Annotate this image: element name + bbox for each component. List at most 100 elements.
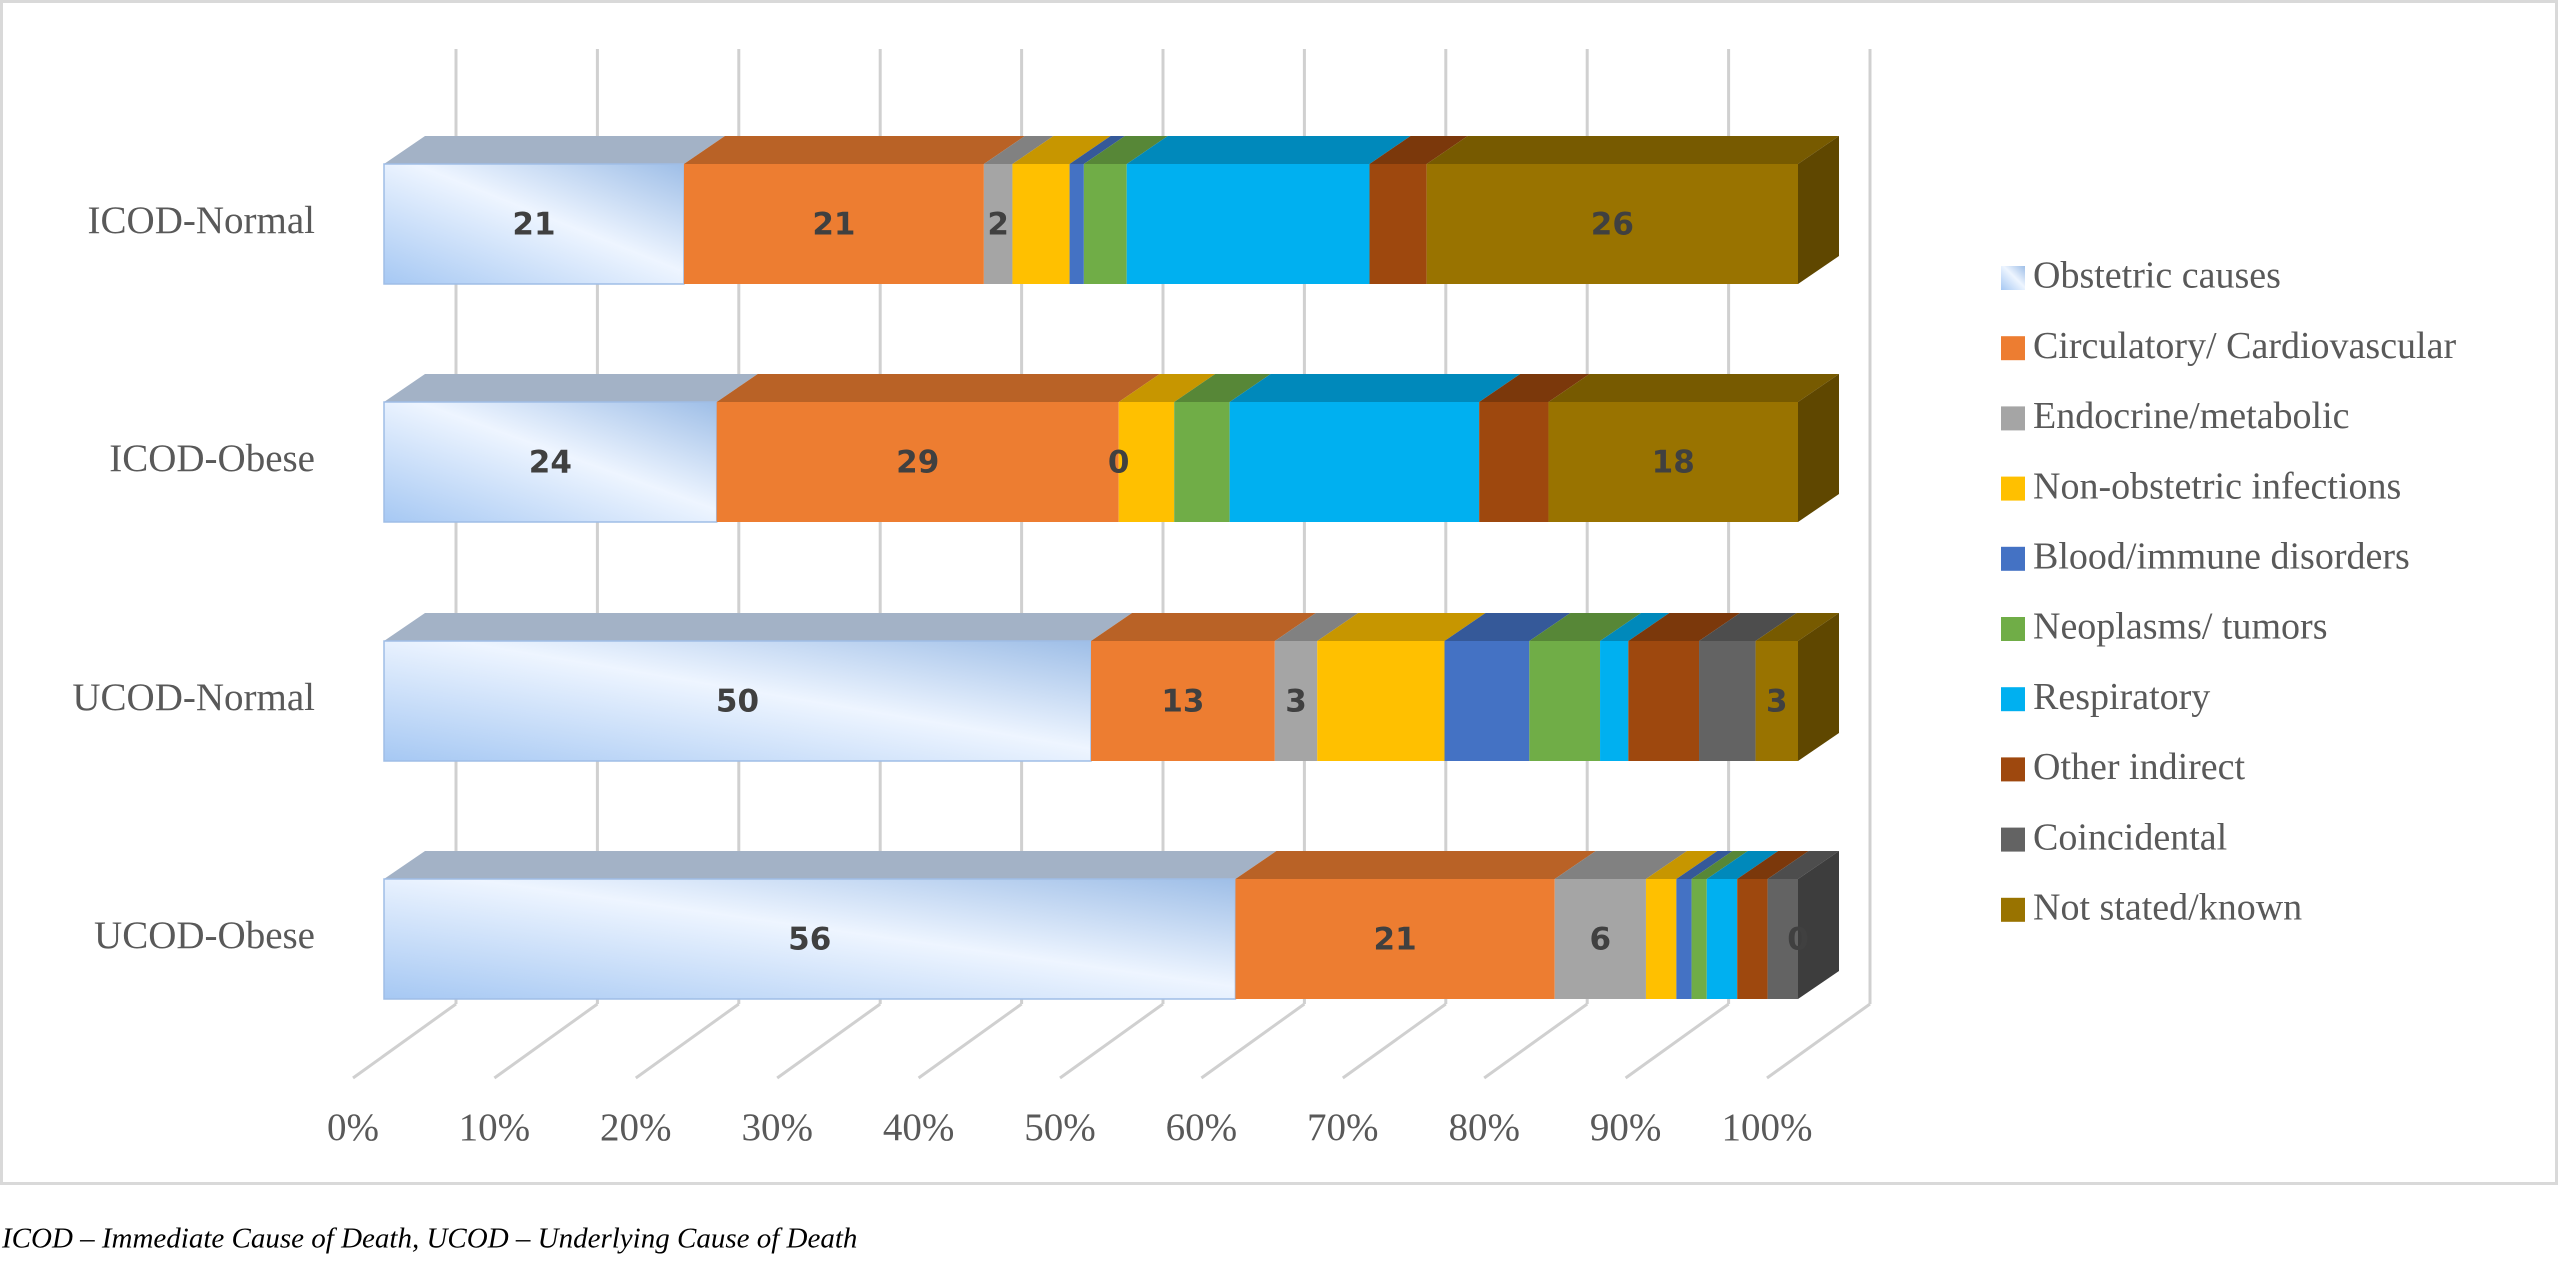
bar-top — [384, 136, 725, 164]
bar-segment — [716, 402, 1119, 522]
x-tick-label: 10% — [459, 1106, 531, 1149]
value-label: 13 — [1161, 684, 1204, 720]
bar-segment — [383, 878, 1237, 1000]
bar-segment — [1699, 641, 1756, 761]
x-tick-label: 80% — [1448, 1106, 1520, 1149]
bar-top — [1235, 851, 1596, 879]
value-label: 3 — [1285, 684, 1307, 720]
legend-label: Obstetric causes — [2033, 255, 2281, 297]
bar-segment — [1628, 641, 1700, 761]
bar-top — [1479, 374, 1590, 402]
footnote: ICOD – Immediate Cause of Death, UCOD – … — [1, 1223, 857, 1255]
value-label: 21 — [812, 207, 855, 243]
x-tick-label: 90% — [1590, 1106, 1662, 1149]
bar-top — [683, 136, 1025, 164]
bar-side — [1798, 374, 1839, 522]
value-label: 2 — [987, 207, 1009, 243]
legend-label: Not stated/known — [2033, 887, 2302, 929]
floor-line — [634, 1002, 740, 1080]
bar-top — [1554, 851, 1687, 879]
bar-segment — [683, 164, 984, 284]
x-tick-label: 60% — [1166, 1106, 1238, 1149]
bar-top — [1691, 851, 1748, 879]
bar-segment — [1229, 402, 1480, 522]
y-tick-label: UCOD-Normal — [72, 676, 315, 719]
legend-swatch — [2001, 336, 2025, 361]
value-label: 29 — [896, 445, 939, 481]
value-label: 50 — [716, 684, 759, 720]
bar-segment — [1174, 402, 1230, 522]
bar-segment — [1069, 164, 1084, 284]
bar-segment — [383, 163, 685, 285]
bar-segment — [1274, 641, 1318, 761]
bar-side — [1798, 136, 1839, 284]
value-label: 0 — [1787, 922, 1809, 958]
floor-line — [1766, 1002, 1871, 1080]
y-tick-label: UCOD-Obese — [94, 914, 315, 957]
legend-label: Blood/immune disorders — [2033, 536, 2410, 578]
bar-segment — [1444, 641, 1530, 761]
bar-top — [983, 136, 1054, 164]
legend-swatch — [2001, 617, 2025, 641]
bar-segment — [1426, 164, 1798, 284]
legend-label: Respiratory — [2033, 676, 2210, 718]
bar-top — [1645, 851, 1718, 879]
bar-segment — [1083, 164, 1127, 284]
value-label: 6 — [1590, 922, 1612, 958]
bar-side — [1798, 851, 1839, 999]
floor-line — [1341, 1002, 1447, 1080]
value-label: 21 — [1374, 922, 1417, 958]
bar-top — [1369, 136, 1468, 164]
bar-segment — [1091, 641, 1275, 761]
bar-segment — [1767, 879, 1798, 999]
legend-swatch — [2001, 266, 2025, 290]
floor-line — [1483, 1002, 1589, 1080]
bar-top — [384, 613, 1132, 641]
bar-segment — [1012, 164, 1070, 284]
legend-swatch — [2001, 897, 2025, 922]
bar-segment — [1737, 879, 1768, 999]
bar-segment — [1706, 879, 1738, 999]
bar-top — [1317, 613, 1486, 641]
bar-segment — [1126, 164, 1370, 284]
value-label: 24 — [529, 445, 572, 481]
bar-segment — [983, 164, 1013, 284]
x-tick-label: 70% — [1307, 1106, 1379, 1149]
bar-top — [1083, 136, 1168, 164]
bar-top — [1229, 374, 1521, 402]
bar-segment — [1676, 879, 1692, 999]
bar-top — [1174, 374, 1271, 402]
bar-top — [1706, 851, 1779, 879]
bar-top — [1767, 851, 1839, 879]
bar-segment — [1118, 402, 1175, 522]
bar-segment — [1755, 641, 1798, 761]
legend-label: Other indirect — [2033, 746, 2246, 788]
value-label: 18 — [1652, 445, 1695, 481]
bar-segment — [1548, 402, 1798, 522]
floor-line — [352, 1002, 457, 1080]
bar-side — [1798, 613, 1839, 761]
bar-top — [1126, 136, 1411, 164]
legend-label: Coincidental — [2033, 816, 2227, 858]
bar-segment — [1317, 641, 1445, 761]
bar-top — [384, 851, 1277, 879]
bar-top — [1529, 613, 1642, 641]
bar-top — [1600, 613, 1670, 641]
labels: 0% 10% 20% 30% 40% 50% 60% 70% 80% 90% 100% ICOD-No… — [72, 199, 2456, 1149]
bar-top — [1091, 613, 1316, 641]
bar-segment — [1691, 879, 1707, 999]
bar-top — [1426, 136, 1839, 164]
floor-line — [776, 1002, 882, 1080]
bars — [383, 136, 1839, 1000]
bar-segment — [1554, 879, 1646, 999]
bar-top — [384, 374, 758, 402]
bar-top — [1755, 613, 1839, 641]
value-label: 56 — [788, 922, 831, 958]
bar-segment — [383, 640, 1092, 762]
legend-label: Non-obstetric infections — [2033, 465, 2401, 507]
legend-swatch — [2001, 476, 2025, 501]
x-tick-label: 50% — [1024, 1106, 1096, 1149]
bar-top — [1676, 851, 1733, 879]
floor-line — [1059, 1002, 1164, 1080]
